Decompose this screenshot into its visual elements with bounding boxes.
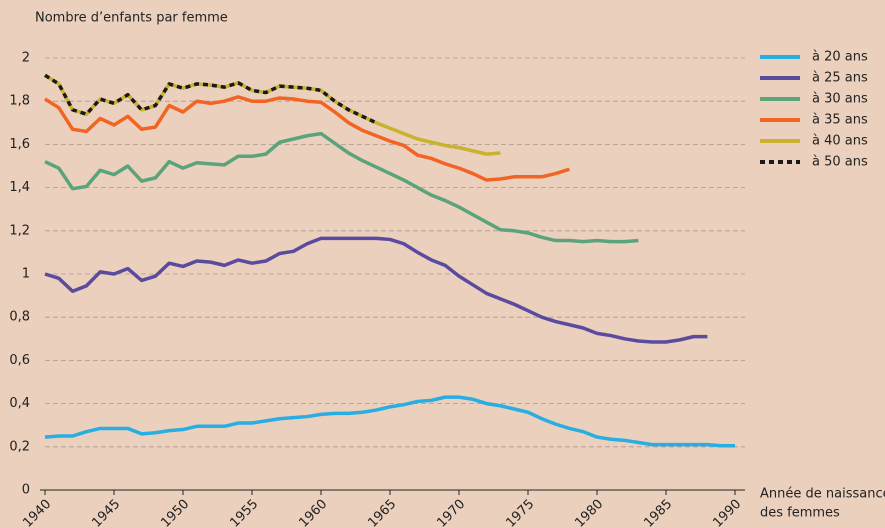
legend-label: à 25 ans: [812, 71, 868, 86]
y-tick-label: 0,8: [9, 310, 30, 325]
y-tick-label: 1: [22, 267, 30, 282]
y-tick-label: 1,4: [9, 180, 30, 195]
y-tick-label: 1,8: [9, 94, 30, 109]
legend-label: à 40 ans: [812, 134, 868, 149]
y-tick-label: 0,4: [9, 396, 30, 411]
x-tick-label: 1950: [158, 497, 192, 528]
y-tick-label: 1,6: [9, 137, 30, 152]
x-tick-label: 1945: [89, 497, 123, 528]
legend-label: à 35 ans: [812, 113, 868, 128]
x-tick-label: 1960: [296, 497, 330, 528]
y-tick-label: 2: [22, 51, 30, 66]
series-line: [44, 73, 377, 125]
series-line: [44, 395, 735, 448]
series-line: [44, 73, 501, 156]
x-tick-label: 1940: [20, 497, 54, 528]
x-tick-label: 1985: [641, 497, 675, 528]
x-tick-label: 1955: [227, 497, 261, 528]
series-line: [44, 236, 708, 344]
x-tick-label: 1965: [365, 497, 399, 528]
y-tick-label: 0,2: [9, 439, 30, 454]
y-tick-label: 0,6: [9, 353, 30, 368]
legend-label: à 20 ans: [812, 50, 868, 65]
series-line: [44, 95, 570, 182]
x-tick-label: 1990: [710, 497, 744, 528]
x-axis-title: Année de naissance: [760, 487, 885, 502]
x-tick-label: 1970: [434, 497, 468, 528]
y-tick-label: 0: [22, 483, 30, 498]
legend-label: à 50 ans: [812, 155, 868, 170]
series-line: [44, 131, 639, 244]
legend-label: à 30 ans: [812, 92, 868, 107]
x-axis-title: des femmes: [760, 506, 840, 521]
y-axis-title: Nombre d’enfants par femme: [35, 11, 228, 26]
y-tick-label: 1,2: [9, 223, 30, 238]
x-tick-label: 1980: [572, 497, 606, 528]
x-tick-label: 1975: [503, 497, 537, 528]
